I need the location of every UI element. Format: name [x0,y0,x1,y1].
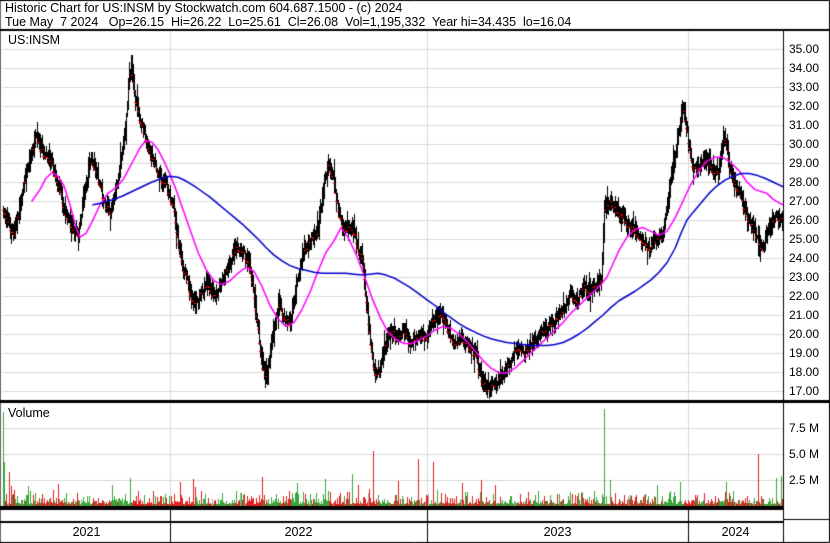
price-axis-label: 18.00 [789,365,820,379]
price-axis-label: 30.00 [789,137,820,151]
price-axis-label: 17.00 [789,384,820,398]
symbol-label: US:INSM [8,33,61,47]
price-axis-label: 27.00 [789,194,820,208]
year-label-2021: 2021 [72,525,101,539]
volume-axis-label: 5.0 M [789,447,820,461]
price-axis-label: 28.00 [789,175,820,189]
price-axis-label: 19.00 [789,346,820,360]
price-axis-label: 35.00 [789,42,820,56]
price-axis-label: 29.00 [789,156,820,170]
volume-axis-label: 7.5 M [789,421,820,435]
price-axis-label: 20.00 [789,327,820,341]
price-axis-label: 32.00 [789,99,820,113]
volume-axis-label: 2.5 M [789,473,820,487]
quote-summary: Tue May 7 2024 Op=26.15 Hi=26.22 Lo=25.6… [5,15,572,29]
price-axis-label: 24.00 [789,251,820,265]
year-label-2024: 2024 [721,525,750,539]
year-label-2022: 2022 [284,525,313,539]
price-axis-label: 34.00 [789,61,820,75]
price-axis-label: 25.00 [789,232,820,246]
volume-panel-label: Volume [8,406,50,420]
price-axis-label: 22.00 [789,289,820,303]
year-label-2023: 2023 [543,525,572,539]
price-axis-label: 23.00 [789,270,820,284]
price-axis-label: 31.00 [789,118,820,132]
chart-title: Historic Chart for US:INSM by Stockwatch… [5,1,403,15]
price-axis-label: 21.00 [789,308,820,322]
price-axis-label: 33.00 [789,80,820,94]
price-axis-label: 26.00 [789,213,820,227]
